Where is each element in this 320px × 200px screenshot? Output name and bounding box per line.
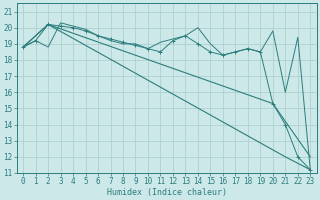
X-axis label: Humidex (Indice chaleur): Humidex (Indice chaleur)	[107, 188, 227, 197]
